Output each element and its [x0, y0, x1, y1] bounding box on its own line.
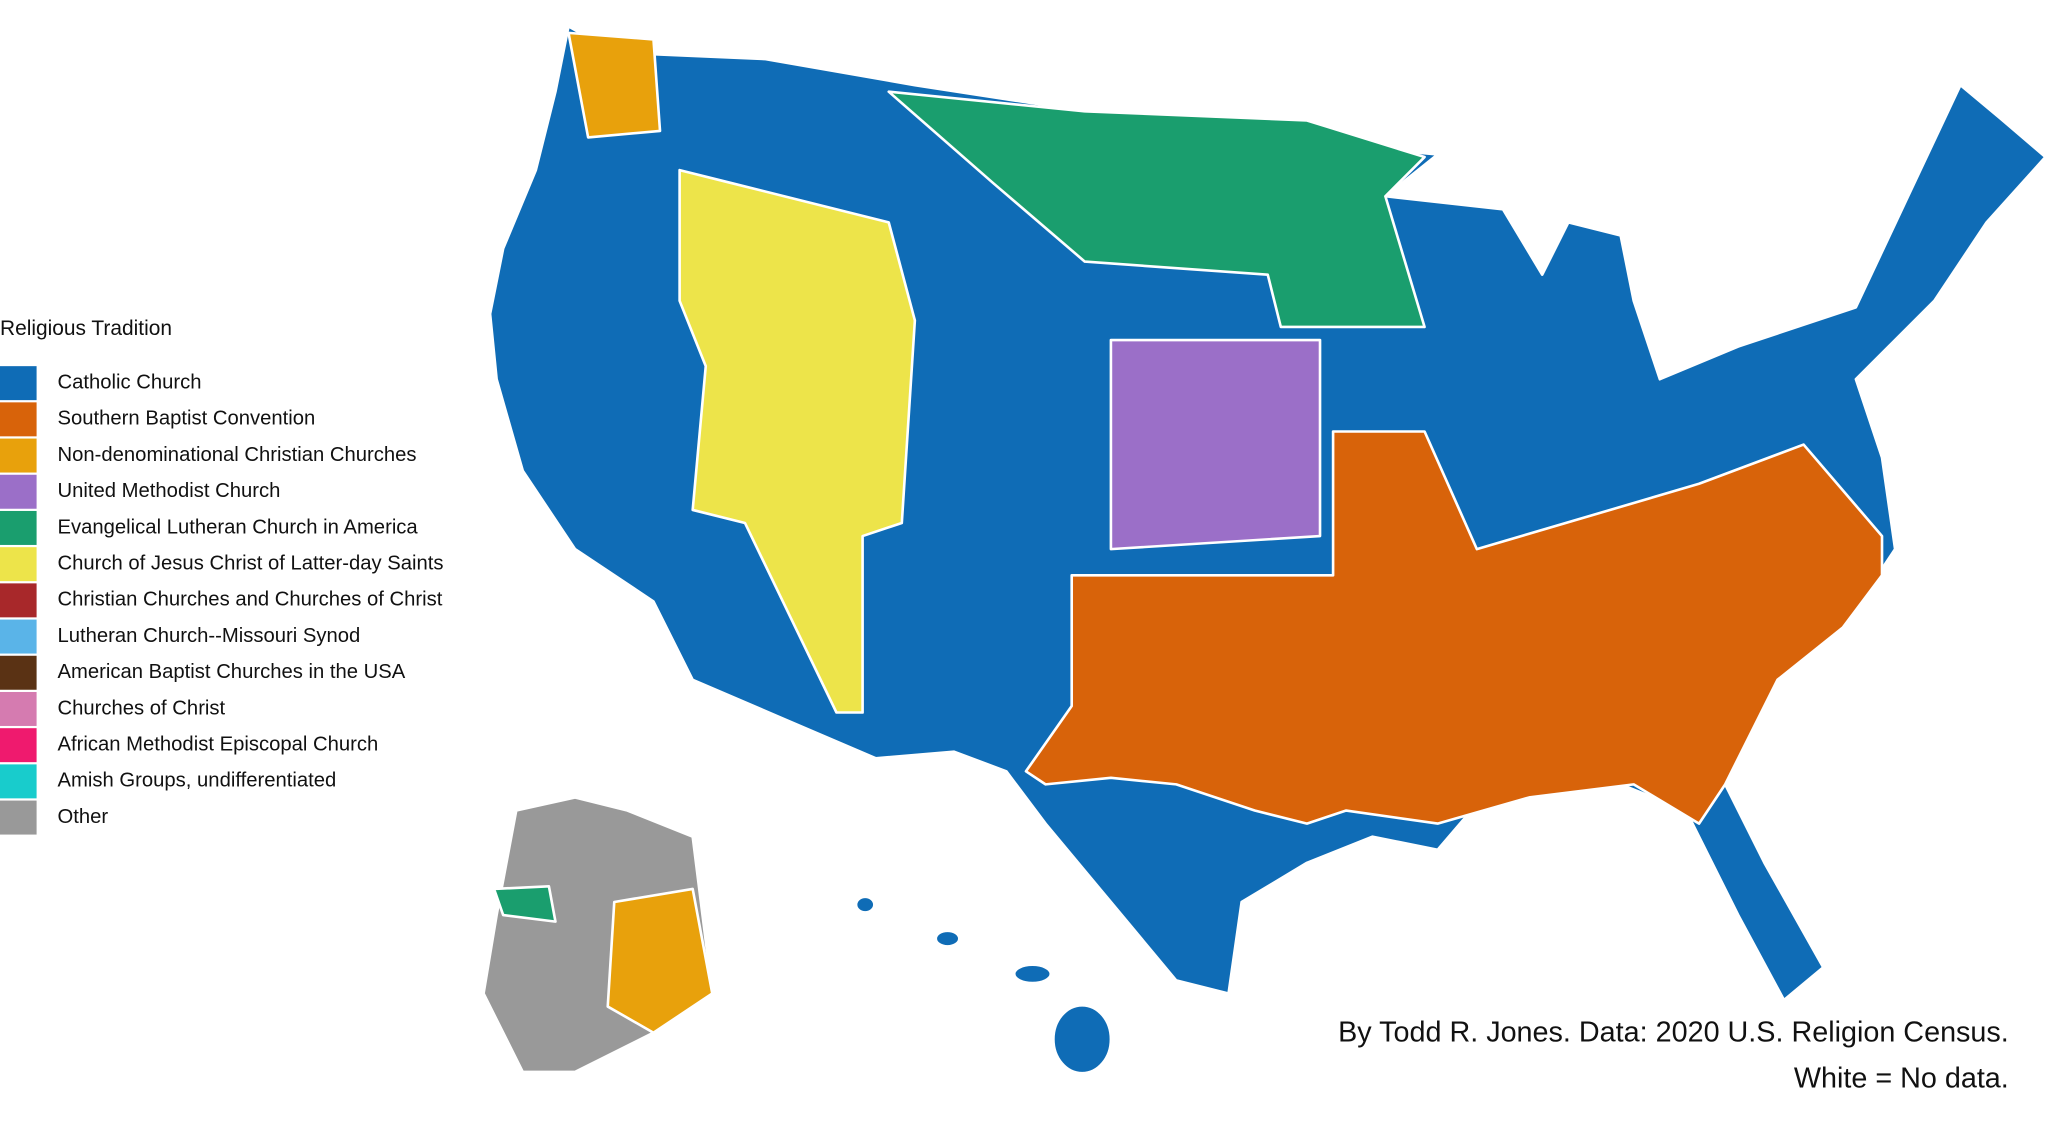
legend-swatch	[0, 438, 37, 473]
legend-swatch	[0, 800, 37, 835]
legend-swatch	[0, 764, 37, 799]
legend-swatch	[0, 691, 37, 726]
legend-label: Church of Jesus Christ of Latter-day Sai…	[58, 553, 444, 575]
legend-swatch	[0, 474, 37, 509]
legend-swatch	[0, 510, 37, 545]
pacific-northwest-patch	[567, 31, 662, 139]
northern-plains-region	[887, 90, 1426, 329]
alaska-south-patch	[606, 887, 714, 1035]
hawaii-big-island	[1052, 1003, 1113, 1075]
legend-label: Lutheran Church--Missouri Synod	[58, 625, 361, 647]
map-regions	[482, 25, 2047, 1075]
legend-swatch	[0, 402, 37, 437]
credit-note: White = No data.	[1794, 1062, 2009, 1094]
legend: Catholic Church Southern Baptist Conventi…	[0, 366, 444, 835]
legend-label: Catholic Church	[58, 371, 202, 393]
legend-label: Evangelical Lutheran Church in America	[58, 516, 419, 538]
legend-label: Non-denominational Christian Churches	[58, 444, 417, 466]
legend-label: Churches of Christ	[58, 697, 226, 719]
hawaii-kauai	[854, 895, 876, 914]
legend-label: African Methodist Episcopal Church	[58, 734, 379, 756]
credit: By Todd R. Jones. Data: 2020 U.S. Religi…	[1338, 1017, 2009, 1049]
central-plains-region	[1109, 338, 1322, 551]
legend-label: American Baptist Churches in the USA	[58, 661, 406, 683]
hawaii-oahu	[934, 929, 961, 948]
legend-swatch	[0, 728, 37, 763]
legend-label: Southern Baptist Convention	[58, 408, 316, 430]
mountain-west-region	[678, 168, 917, 714]
legend-swatch	[0, 619, 37, 654]
legend-label: Christian Churches and Churches of Chris…	[58, 589, 443, 611]
alaska-west-patch	[492, 885, 557, 923]
legend-swatch	[0, 583, 37, 618]
legend-label: Other	[58, 806, 109, 828]
hawaii-maui	[1012, 963, 1053, 985]
legend-label: United Methodist Church	[58, 480, 281, 502]
legend-swatch	[0, 547, 37, 582]
legend-label: Amish Groups, undifferentiated	[58, 770, 337, 792]
legend-title: Religious Tradition	[0, 317, 172, 340]
legend-swatch	[0, 655, 37, 690]
southern-region	[1024, 430, 1884, 825]
legend-swatch	[0, 366, 37, 401]
